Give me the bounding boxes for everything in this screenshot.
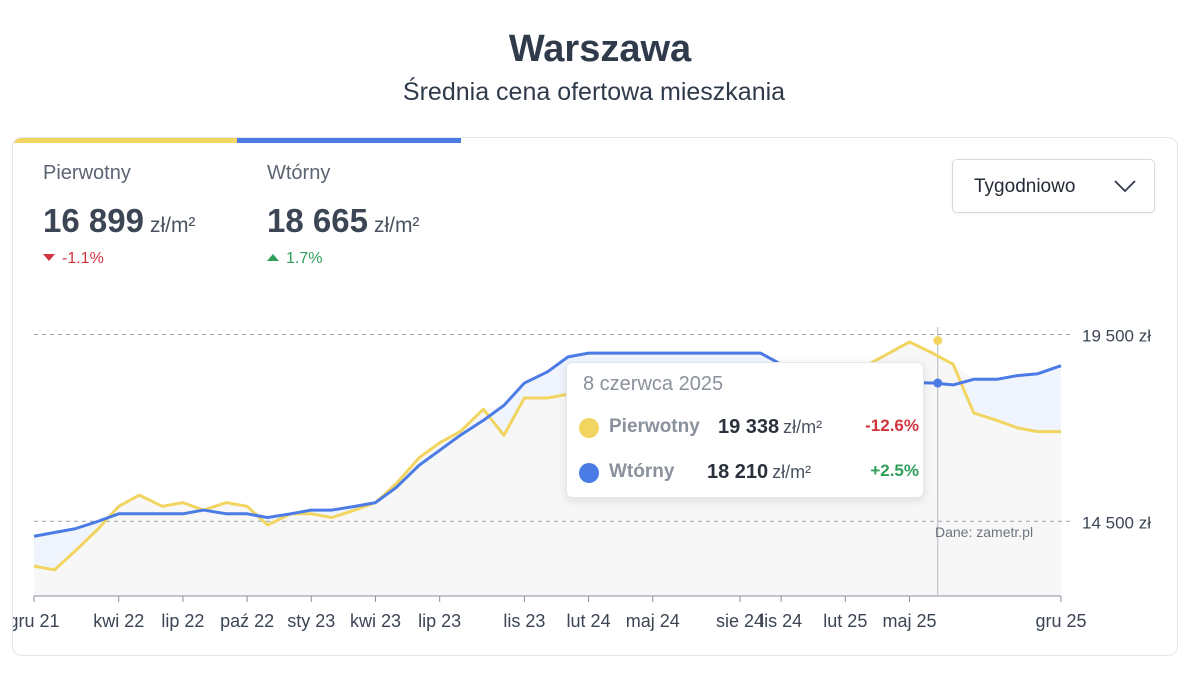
tooltip-series-change: +2.5% [870,461,919,480]
x-tick-label: paź 22 [220,611,274,631]
interval-dropdown[interactable]: Tygodniowo [952,159,1155,213]
x-tick-label: maj 25 [883,611,937,631]
tab-value: 18 665 zł/m² [267,202,419,240]
tooltip-value-number: 18 210 [707,461,769,483]
x-tick-label: gru 21 [13,611,60,631]
tooltip-row-pierwotny: Pierwotny 19 338 zł/m² -12.6% [579,415,919,441]
chevron-down-icon [1114,180,1136,193]
tooltip-series-name: Wtórny [609,461,675,482]
x-tick-label: lis 24 [760,611,802,631]
tooltip-series-value: 18 210 zł/m² [707,461,811,484]
tab-label: Wtórny [267,162,331,184]
tooltip-series-change: -12.6% [865,416,919,435]
triangle-down-icon [43,254,55,261]
tab-indicator-pierwotny [13,138,237,143]
tab-value-unit: zł/m² [373,214,420,237]
tooltip-value-unit: zł/m² [772,462,812,482]
series-dot-icon [579,463,599,483]
highlight-point-pierwotny [933,336,943,346]
x-tick-label: lut 25 [823,611,867,631]
tooltip-series-value: 19 338 zł/m² [718,416,822,439]
x-tick-label: kwi 22 [93,611,144,631]
x-tick-label: sie 24 [716,611,764,631]
page-subtitle: Średnia cena ofertowa mieszkania [402,78,786,106]
y-tick-label: 19 500 zł [1082,326,1151,345]
x-tick-label: gru 25 [1035,611,1086,631]
tab-value-number: 16 899 [43,202,144,239]
series-dot-icon [579,418,599,438]
x-tick-label: sty 23 [287,611,335,631]
x-tick-label: kwi 23 [350,611,401,631]
tooltip-value-unit: zł/m² [783,417,823,437]
tooltip-value-number: 19 338 [718,416,780,438]
triangle-up-icon [267,254,279,261]
interval-dropdown-value: Tygodniowo [974,176,1076,197]
tab-value: 16 899 zł/m² [43,202,195,240]
x-tick-label: lut 24 [567,611,611,631]
tab-change-value: -1.1% [62,250,104,267]
tab-label: Pierwotny [43,162,131,184]
x-tick-label: maj 24 [626,611,680,631]
y-tick-label: 14 500 zł [1082,513,1151,532]
chart-tooltip: 8 czerwca 2025 Pierwotny 19 338 zł/m² -12… [566,362,924,498]
x-tick-label: lip 22 [161,611,204,631]
tooltip-date: 8 czerwca 2025 [583,373,724,395]
tab-change-value: 1.7% [286,250,323,267]
tooltip-series-name: Pierwotny [609,416,700,437]
tab-indicator-wtorny [237,138,461,143]
tab-change: -1.1% [43,250,104,268]
x-tick-label: lip 23 [418,611,461,631]
tab-change: 1.7% [267,250,322,268]
x-tick-label: lis 23 [503,611,545,631]
tab-value-unit: zł/m² [149,214,196,237]
highlight-point-wtorny [933,378,943,388]
data-source-label: Dane: zametr.pl [935,524,1034,540]
page-title: Warszawa [508,28,692,70]
chart-card: Pierwotny 16 899 zł/m² -1.1% Wtórny 18 66… [12,137,1178,656]
tab-value-number: 18 665 [267,202,368,239]
tooltip-row-wtorny: Wtórny 18 210 zł/m² +2.5% [579,460,919,486]
